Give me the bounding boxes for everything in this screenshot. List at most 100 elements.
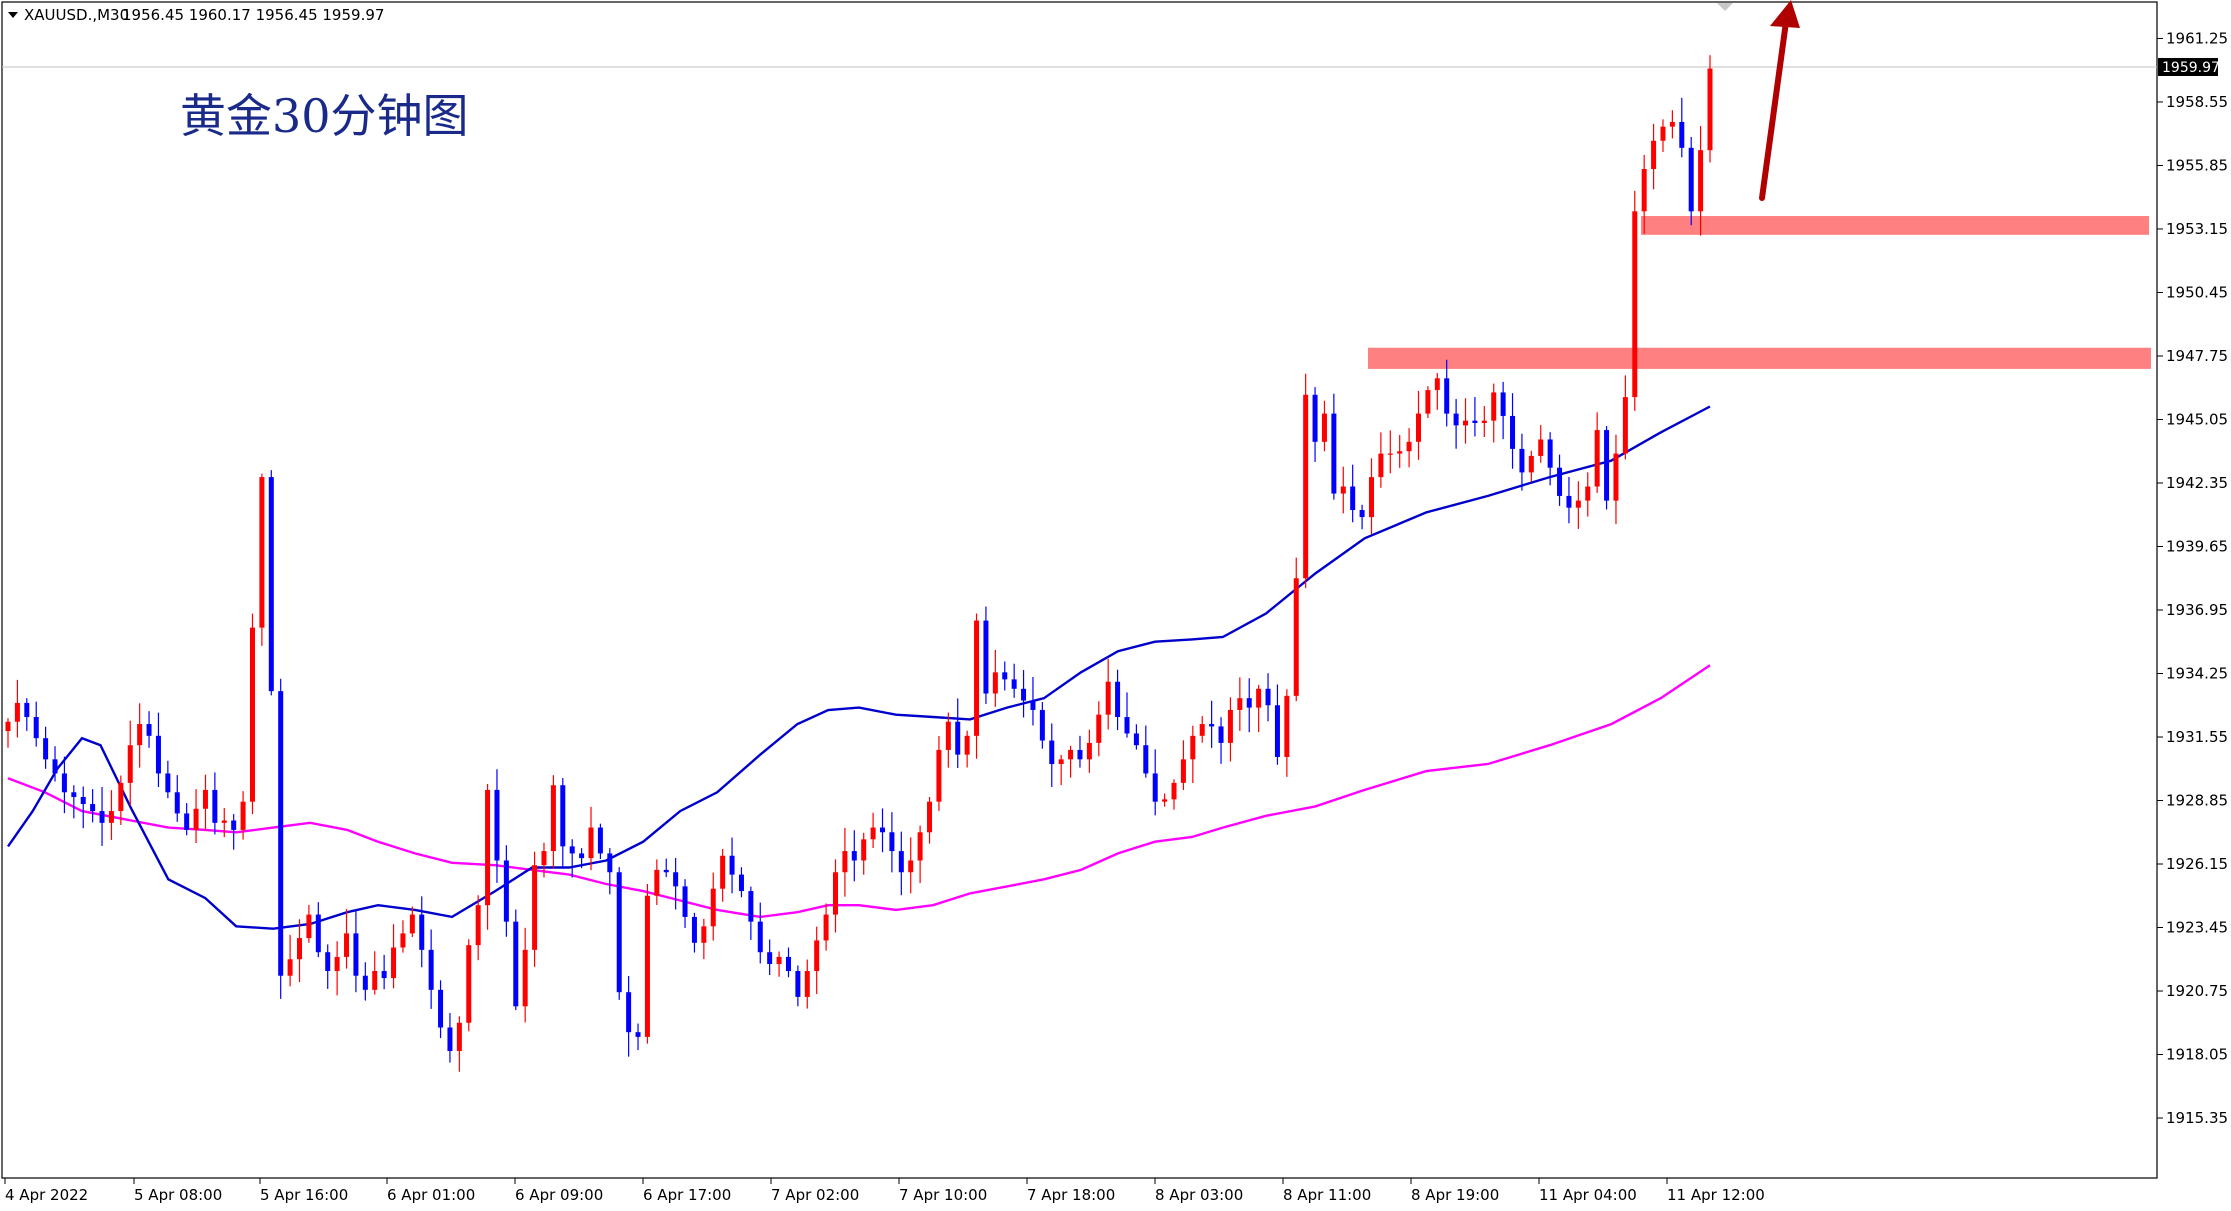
candle-body — [353, 933, 359, 976]
candle-body — [14, 702, 20, 722]
candle-body — [673, 872, 679, 887]
y-tick-label: 1955.85 — [2166, 156, 2228, 174]
candle-body — [1039, 709, 1045, 741]
candle-body — [1002, 672, 1008, 680]
candle-body — [447, 1027, 453, 1051]
candle-body — [917, 832, 923, 861]
candle-body — [1162, 799, 1168, 802]
candle-body — [1378, 453, 1384, 478]
candle-body — [513, 921, 519, 1007]
candle-body — [1321, 413, 1327, 442]
candle-body — [550, 785, 556, 852]
candle-body — [1293, 578, 1299, 696]
y-tick-label: 1928.85 — [2166, 792, 2228, 810]
x-tick-label: 6 Apr 17:00 — [643, 1186, 731, 1204]
candle-body — [1246, 698, 1252, 708]
ma-slow-line — [7, 664, 1711, 919]
candle-body — [992, 672, 998, 694]
candle-body — [804, 971, 810, 997]
candle-body — [974, 620, 980, 736]
resistance-zones — [1368, 216, 2151, 369]
candle-body — [334, 956, 340, 972]
y-tick-label: 1945.05 — [2166, 410, 2228, 428]
candle-body — [532, 865, 538, 950]
candle-body — [278, 691, 284, 976]
y-tick-label: 1958.55 — [2166, 93, 2228, 111]
candle-body — [118, 782, 124, 812]
candle-body — [1368, 477, 1374, 518]
candle-body — [832, 872, 838, 915]
candle-body — [1604, 430, 1610, 501]
candle-body — [174, 792, 180, 814]
candle-body — [898, 851, 904, 873]
candle-body — [184, 813, 190, 830]
candle-body — [240, 801, 246, 830]
candle-body — [1566, 495, 1572, 508]
candle-body — [231, 820, 237, 830]
candle-body — [315, 914, 321, 953]
candle-body — [1538, 439, 1544, 456]
candle-body — [438, 989, 444, 1028]
x-tick-label: 7 Apr 18:00 — [1027, 1186, 1115, 1204]
last-price-value: 1959.97 — [2162, 60, 2220, 76]
candle-body — [400, 933, 406, 948]
candle-body — [579, 853, 585, 859]
candle-body — [908, 860, 914, 873]
candle-body — [983, 620, 989, 694]
candle-body — [1651, 140, 1657, 169]
shift-marker-icon[interactable] — [1717, 3, 1733, 11]
candle-body — [738, 874, 744, 892]
candle-body — [1274, 705, 1280, 757]
triangle-down-icon[interactable] — [8, 12, 18, 18]
candle-body — [1190, 735, 1196, 760]
ma-fast-line — [7, 405, 1711, 930]
candle-body — [1359, 510, 1365, 518]
candle-body — [193, 808, 199, 830]
y-tick-label: 1950.45 — [2166, 283, 2228, 301]
x-tick-label: 11 Apr 04:00 — [1539, 1186, 1637, 1204]
y-tick-label: 1926.15 — [2166, 855, 2228, 873]
candle-body — [785, 956, 791, 972]
candle-body — [682, 886, 688, 917]
candle-body — [644, 895, 650, 1037]
x-tick-label: 8 Apr 11:00 — [1283, 1186, 1371, 1204]
candle-body — [325, 952, 331, 972]
candle-body — [748, 891, 754, 922]
candle-body — [1105, 681, 1111, 715]
y-tick-label: 1934.25 — [2166, 664, 2228, 682]
candle-body — [1030, 700, 1036, 710]
candle-body — [1463, 420, 1469, 426]
candle-body — [1434, 378, 1440, 391]
candle-body — [1594, 430, 1600, 487]
candle-body — [221, 820, 227, 823]
candle-body — [654, 869, 660, 896]
candle-body — [419, 914, 425, 950]
candle-body — [456, 1022, 462, 1051]
y-tick-label: 1936.95 — [2166, 601, 2228, 619]
candle-body — [1519, 448, 1525, 473]
y-tick-label: 1953.15 — [2166, 220, 2228, 238]
y-tick-label: 1939.65 — [2166, 537, 2228, 555]
candle-body — [1199, 724, 1205, 736]
candle-body — [522, 949, 528, 1007]
x-tick-label: 7 Apr 02:00 — [771, 1186, 859, 1204]
plot-frame — [1, 1, 2158, 1179]
candle-body — [1143, 745, 1149, 774]
candle-body — [1068, 749, 1074, 760]
candle-body — [165, 773, 171, 793]
candle-body — [1265, 688, 1271, 706]
candle-body — [1491, 392, 1497, 421]
candle-body — [1133, 733, 1139, 746]
candle-body — [1096, 714, 1102, 743]
candle-body — [1575, 500, 1581, 508]
candle-body — [428, 949, 434, 990]
candle-body — [1011, 679, 1017, 689]
candle-body — [249, 627, 255, 802]
candle-body — [776, 956, 782, 964]
x-tick-label: 8 Apr 03:00 — [1155, 1186, 1243, 1204]
time-axis: 4 Apr 2022 5 Apr 08:00 5 Apr 16:00 6 Apr 01… — [4, 1178, 1765, 1204]
candle-body — [1077, 749, 1083, 760]
candle-body — [33, 717, 39, 739]
